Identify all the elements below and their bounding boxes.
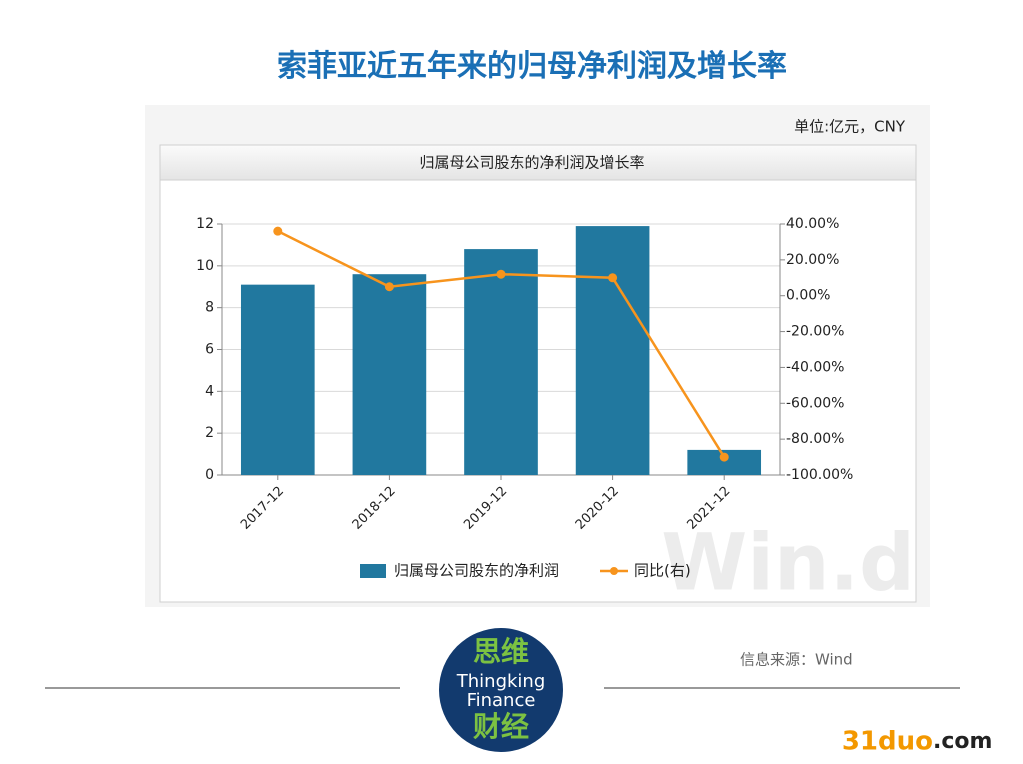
chart-header xyxy=(159,144,917,181)
logo-text: 思维 xyxy=(473,635,529,668)
y2-tick-label: 40.00% xyxy=(786,216,839,232)
logo-text: Finance xyxy=(467,690,536,711)
bar xyxy=(240,284,315,475)
point xyxy=(273,226,283,236)
y-tick-label: 10 xyxy=(196,258,214,274)
y-tick-label: 8 xyxy=(205,300,214,316)
legend-swatch xyxy=(360,564,386,578)
bar xyxy=(352,274,427,475)
point xyxy=(496,269,506,279)
point xyxy=(384,282,394,292)
page-title: 索菲亚近五年来的归母净利润及增长率 xyxy=(277,49,787,84)
source: 信息来源：Wind xyxy=(740,651,853,669)
site-name: 31duo xyxy=(842,727,933,757)
site-suffix: .com xyxy=(933,729,992,754)
y-tick-label: 0 xyxy=(205,467,214,483)
logo-text: Thingking xyxy=(456,671,546,692)
watermark: Win.d xyxy=(661,518,915,608)
bar xyxy=(464,249,538,475)
legend-label: 归属母公司股东的净利润 xyxy=(394,562,559,580)
y-tick-label: 6 xyxy=(205,342,214,358)
y2-tick-label: 20.00% xyxy=(786,252,839,268)
y-tick-label: 2 xyxy=(205,425,214,441)
y2-tick-label: -20.00% xyxy=(786,324,844,340)
point xyxy=(719,452,729,462)
y2-tick-label: -40.00% xyxy=(786,359,844,375)
y-tick-label: 12 xyxy=(196,216,214,232)
logo-text: 财经 xyxy=(473,710,529,743)
y2-tick-label: -80.00% xyxy=(786,431,844,447)
logo xyxy=(439,628,563,752)
y-tick-label: 4 xyxy=(205,383,214,399)
y2-tick-label: -60.00% xyxy=(786,395,844,411)
chart-title: 归属母公司股东的净利润及增长率 xyxy=(419,154,644,172)
y2-tick-label: 0.00% xyxy=(786,288,830,304)
y2-tick-label: -100.00% xyxy=(786,467,853,483)
point xyxy=(608,273,618,283)
bar xyxy=(575,226,650,475)
legend-swatch xyxy=(610,567,618,575)
legend-label: 同比(右) xyxy=(634,562,691,580)
unit: 单位:亿元，CNY xyxy=(794,118,906,136)
